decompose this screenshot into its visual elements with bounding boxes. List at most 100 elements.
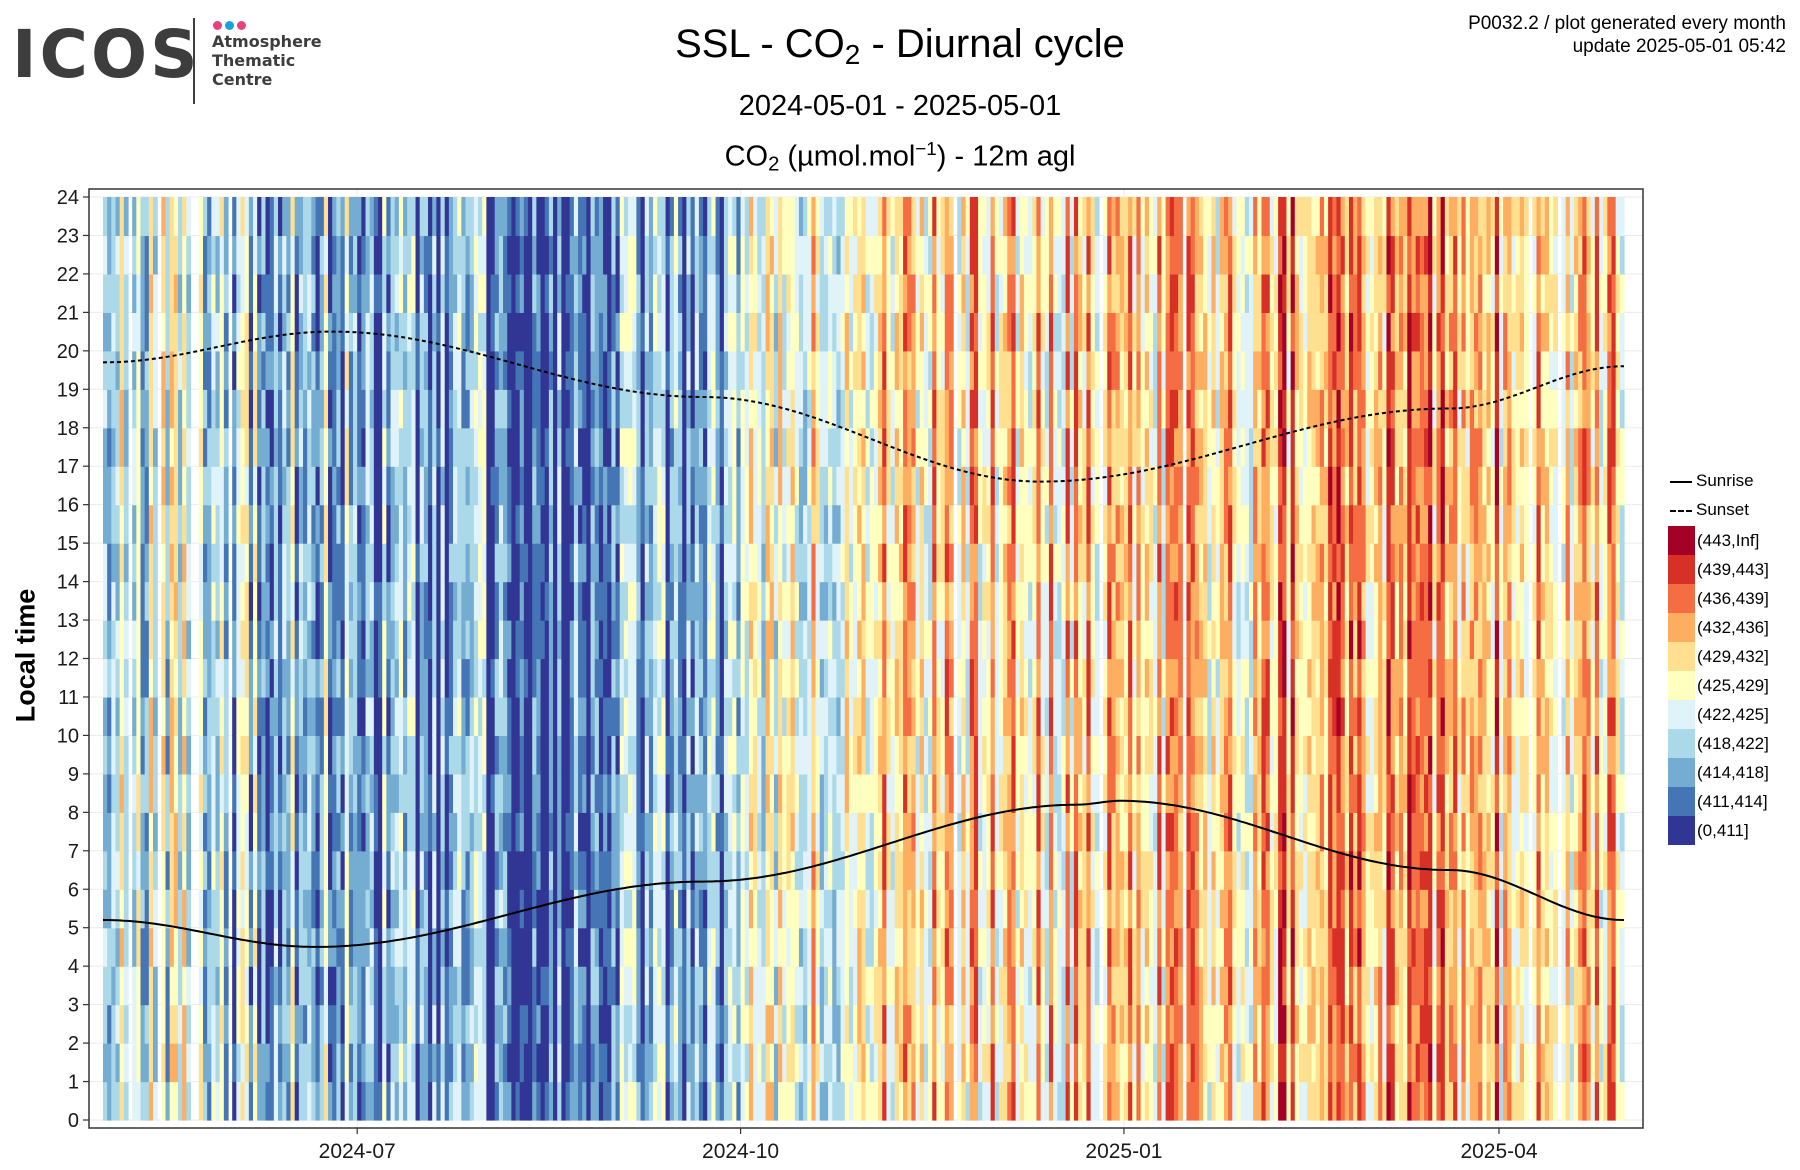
heatmap-cell [294,350,300,390]
heatmap-cell [644,735,650,775]
heatmap-cell [853,504,858,544]
heatmap-cell [753,543,758,583]
heatmap-cell [607,312,612,352]
heatmap-cell [965,427,971,467]
heatmap-cell [169,389,175,429]
heatmap-cell [573,620,579,660]
heatmap-cell [540,427,546,467]
heatmap-cell [665,850,671,890]
heatmap-cell [553,466,558,506]
heatmap-cell [653,1004,658,1044]
heatmap-cell [973,235,979,275]
heatmap-cell [257,350,262,390]
heatmap-cell [482,197,487,237]
heatmap-cell [248,389,254,429]
heatmap-cell [615,581,621,621]
heatmap-cell [336,581,342,621]
heatmap-cell [294,773,300,813]
heatmap-cell [328,350,333,390]
heatmap-cell [144,273,150,313]
heatmap-cell [461,658,467,698]
heatmap-cell [394,1043,400,1083]
heatmap-cell [561,427,567,467]
heatmap-cell [761,504,767,544]
heatmap-cell [144,658,150,698]
heatmap-cell [153,966,158,1006]
heatmap-cell [211,273,217,313]
heatmap-cell [873,389,879,429]
heatmap-cell [515,620,521,660]
heatmap-cell [257,543,262,583]
heatmap-cell [686,312,692,352]
heatmap-cell [207,581,212,621]
heatmap-cell [786,197,792,237]
heatmap-cell [165,1004,171,1044]
heatmap-cell [411,812,417,852]
heatmap-cell [457,812,462,852]
heatmap-cell [253,197,258,237]
heatmap-cell [723,273,729,313]
heatmap-cell [536,1004,542,1044]
heatmap-cell [553,812,558,852]
heatmap-cell [698,889,704,929]
heatmap-cell [465,350,471,390]
heatmap-cell [107,197,112,237]
heatmap-cell [482,927,487,967]
heatmap-cell [473,1004,479,1044]
heatmap-cell [832,735,838,775]
heatmap-cell [769,427,775,467]
heatmap-cell [123,235,129,275]
heatmap-cell [165,850,171,890]
heatmap-cell [619,1081,625,1121]
heatmap-cell [715,927,721,967]
heatmap-cell [503,581,508,621]
heatmap-cell [523,927,529,967]
heatmap-cell [836,889,842,929]
heatmap-cell [507,927,512,967]
heatmap-cell [707,235,712,275]
heatmap-cell [873,543,879,583]
heatmap-cell [315,850,321,890]
heatmap-cell [503,197,508,237]
heatmap-cell [644,850,650,890]
heatmap-cell [982,658,988,698]
heatmap-cell [594,735,600,775]
heatmap-cell [878,581,883,621]
heatmap-cell [323,389,329,429]
heatmap-cell [840,966,846,1006]
heatmap-cell [119,235,125,275]
heatmap-cell [865,350,871,390]
heatmap-cell [682,850,687,890]
heatmap-cell [873,1004,879,1044]
heatmap-cell [407,620,412,660]
heatmap-cell [973,350,979,390]
heatmap-cell [340,658,346,698]
heatmap-cell [640,658,646,698]
heatmap-cell [969,850,975,890]
heatmap-cell [203,273,208,313]
heatmap-cell [207,889,212,929]
heatmap-cell [261,235,267,275]
heatmap-cell [273,658,279,698]
heatmap-cell [273,1043,279,1083]
heatmap-cell [257,1004,262,1044]
heatmap-cell [523,773,529,813]
heatmap-cell [161,427,167,467]
heatmap-cell [690,312,696,352]
heatmap-cell [311,197,317,237]
heatmap-cell [469,235,475,275]
heatmap-cell [578,1081,583,1121]
heatmap-cell [165,735,171,775]
heatmap-cell [123,197,129,237]
heatmap-cell [757,696,763,737]
heatmap-cell [332,966,337,1006]
heatmap-cell [473,658,479,698]
heatmap-cell [478,1004,483,1044]
heatmap-cell [961,389,967,429]
heatmap-cell [669,850,675,890]
heatmap-cell [853,389,858,429]
heatmap-cell [382,735,387,775]
heatmap-cell [865,850,871,890]
heatmap-cell [603,966,608,1006]
heatmap-cell [319,620,325,660]
